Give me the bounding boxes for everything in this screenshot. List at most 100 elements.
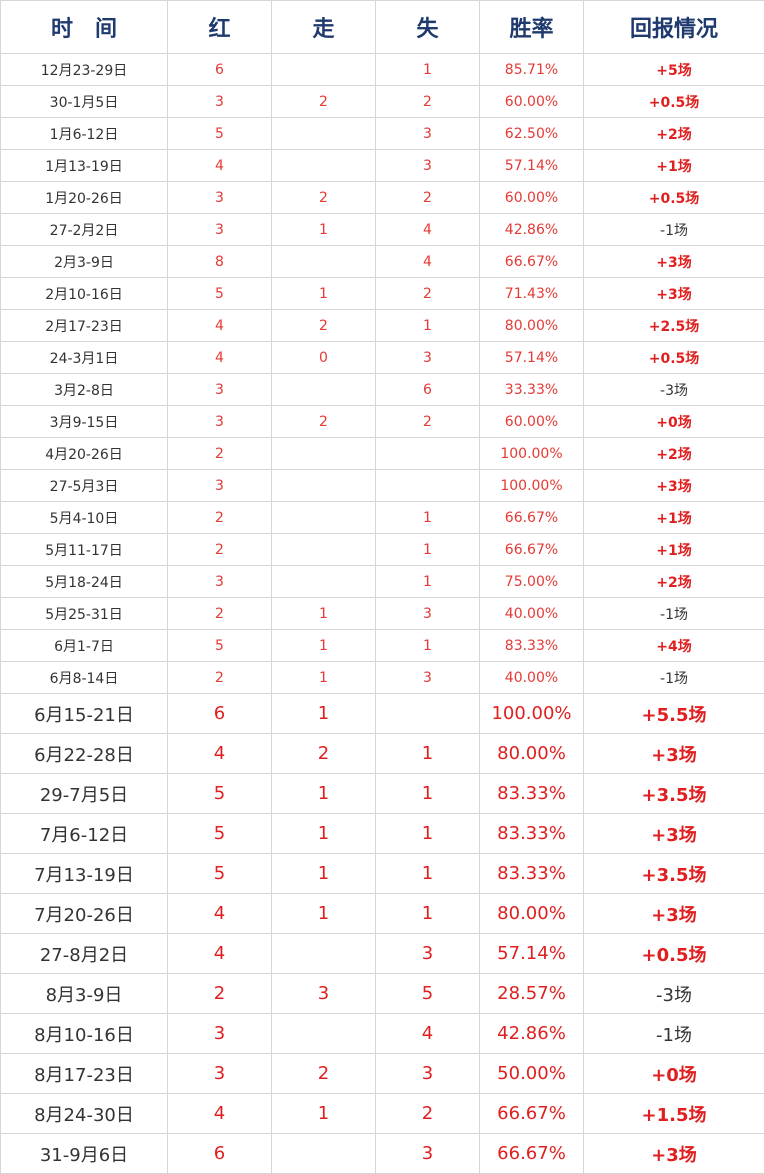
cell-win-rate: 66.67% (480, 246, 584, 278)
cell-return: +0.5场 (584, 86, 764, 118)
cell-win-rate: 100.00% (480, 438, 584, 470)
header-row: 时 间 红 走 失 胜率 回报情况 (1, 1, 764, 54)
header-win-rate: 胜率 (480, 1, 584, 54)
cell-lose: 1 (376, 566, 480, 598)
cell-red: 3 (168, 470, 272, 502)
cell-red: 3 (168, 1014, 272, 1054)
cell-lose: 3 (376, 118, 480, 150)
cell-win-rate: 50.00% (480, 1054, 584, 1094)
cell-red: 6 (168, 54, 272, 86)
cell-return: -3场 (584, 974, 764, 1014)
cell-win-rate: 60.00% (480, 182, 584, 214)
cell-return: +0.5场 (584, 934, 764, 974)
cell-red: 4 (168, 1094, 272, 1134)
cell-walk: 1 (272, 894, 376, 934)
cell-walk: 1 (272, 630, 376, 662)
cell-date: 5月11-17日 (1, 534, 168, 566)
cell-win-rate: 57.14% (480, 934, 584, 974)
cell-red: 4 (168, 342, 272, 374)
cell-date: 8月17-23日 (1, 1054, 168, 1094)
cell-red: 2 (168, 662, 272, 694)
cell-walk: 1 (272, 854, 376, 894)
cell-walk (272, 438, 376, 470)
cell-walk: 1 (272, 694, 376, 734)
cell-return: +2场 (584, 118, 764, 150)
cell-lose: 3 (376, 1054, 480, 1094)
header-return: 回报情况 (584, 1, 764, 54)
cell-red: 4 (168, 934, 272, 974)
cell-return: +3场 (584, 470, 764, 502)
cell-red: 2 (168, 598, 272, 630)
cell-date: 2月17-23日 (1, 310, 168, 342)
cell-return: +2场 (584, 566, 764, 598)
cell-lose: 2 (376, 182, 480, 214)
cell-lose: 1 (376, 814, 480, 854)
cell-date: 2月3-9日 (1, 246, 168, 278)
cell-walk (272, 54, 376, 86)
cell-walk: 2 (272, 86, 376, 118)
cell-walk: 2 (272, 734, 376, 774)
cell-win-rate: 40.00% (480, 598, 584, 630)
cell-win-rate: 83.33% (480, 854, 584, 894)
cell-lose: 1 (376, 630, 480, 662)
cell-lose (376, 470, 480, 502)
cell-red: 8 (168, 246, 272, 278)
cell-red: 6 (168, 694, 272, 734)
cell-return: -1场 (584, 598, 764, 630)
cell-lose: 1 (376, 502, 480, 534)
cell-lose: 1 (376, 854, 480, 894)
cell-lose: 3 (376, 934, 480, 974)
cell-return: +2场 (584, 438, 764, 470)
cell-return: +0场 (584, 406, 764, 438)
cell-win-rate: 62.50% (480, 118, 584, 150)
cell-date: 8月24-30日 (1, 1094, 168, 1134)
cell-date: 6月15-21日 (1, 694, 168, 734)
cell-win-rate: 80.00% (480, 734, 584, 774)
cell-lose: 2 (376, 1094, 480, 1134)
cell-win-rate: 66.67% (480, 1094, 584, 1134)
cell-lose: 3 (376, 598, 480, 630)
cell-win-rate: 83.33% (480, 630, 584, 662)
cell-red: 3 (168, 1054, 272, 1094)
cell-date: 30-1月5日 (1, 86, 168, 118)
cell-win-rate: 85.71% (480, 54, 584, 86)
cell-date: 27-2月2日 (1, 214, 168, 246)
cell-lose: 1 (376, 894, 480, 934)
cell-red: 3 (168, 86, 272, 118)
cell-walk (272, 934, 376, 974)
header-lose: 失 (376, 1, 480, 54)
cell-date: 5月4-10日 (1, 502, 168, 534)
cell-lose: 1 (376, 534, 480, 566)
cell-walk (272, 1014, 376, 1054)
cell-lose: 5 (376, 974, 480, 1014)
cell-lose: 2 (376, 278, 480, 310)
cell-walk: 1 (272, 662, 376, 694)
cell-lose: 3 (376, 150, 480, 182)
cell-return: -1场 (584, 1014, 764, 1054)
cell-red: 3 (168, 406, 272, 438)
cell-date: 1月6-12日 (1, 118, 168, 150)
cell-lose: 3 (376, 342, 480, 374)
cell-lose: 3 (376, 1134, 480, 1174)
cell-return: +1场 (584, 534, 764, 566)
cell-date: 1月13-19日 (1, 150, 168, 182)
cell-walk: 3 (272, 974, 376, 1014)
cell-return: -3场 (584, 374, 764, 406)
cell-lose: 1 (376, 734, 480, 774)
cell-return: +0场 (584, 1054, 764, 1094)
